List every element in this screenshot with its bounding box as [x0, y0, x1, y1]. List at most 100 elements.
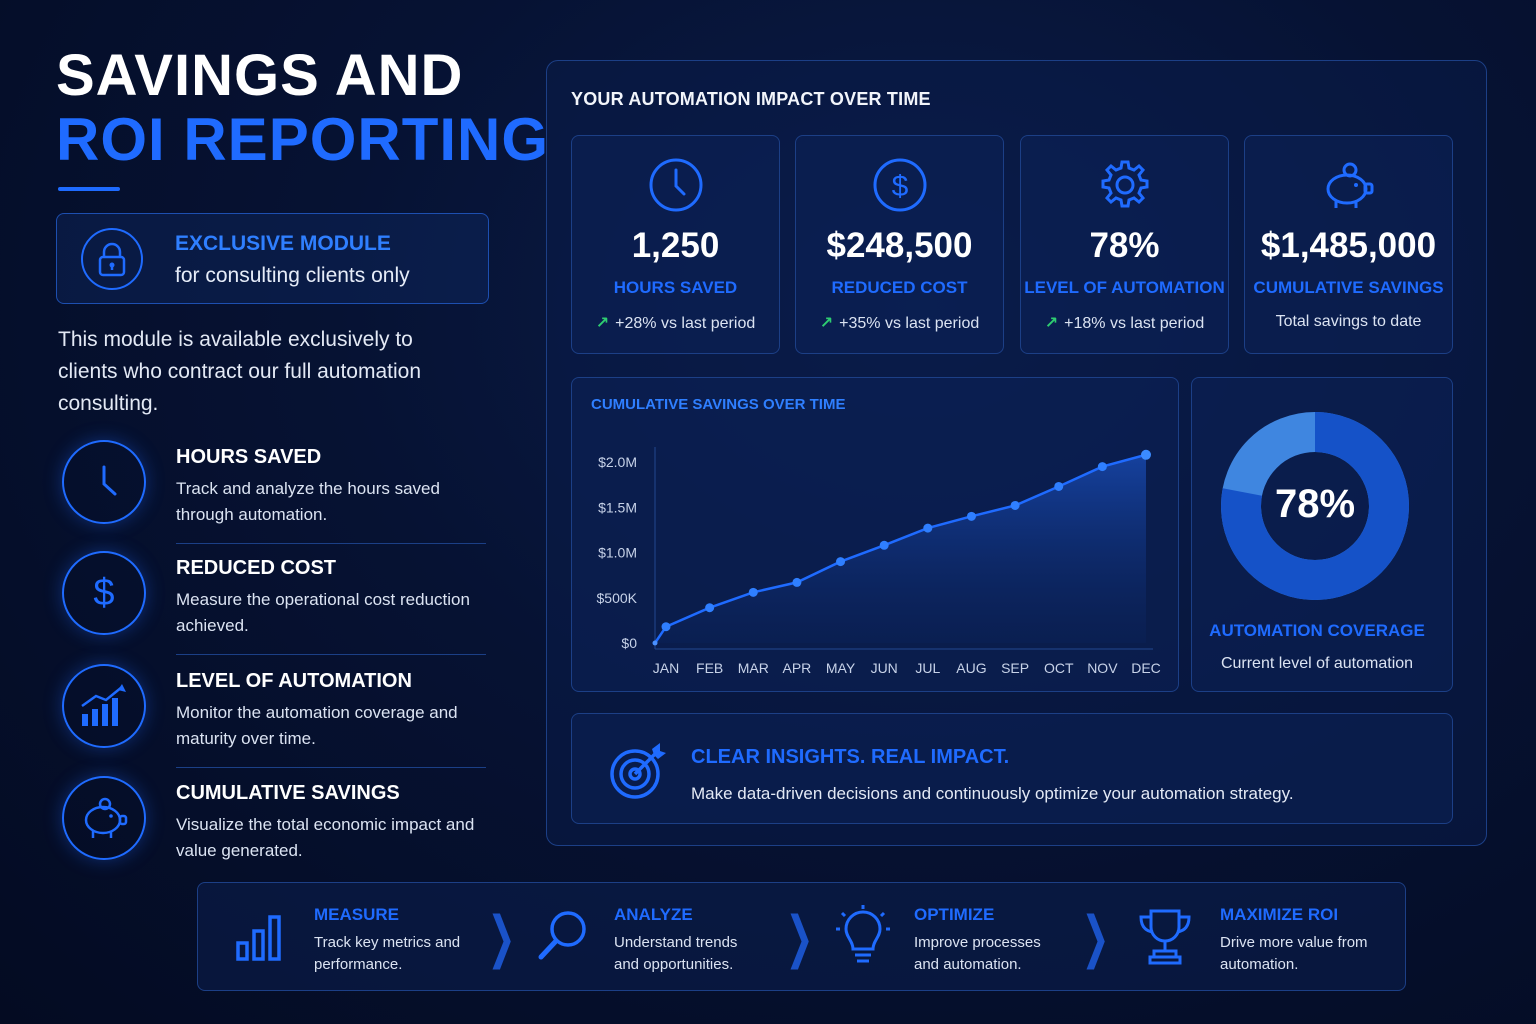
- data-point: [1097, 462, 1107, 472]
- feature-divider: [176, 543, 486, 544]
- exclusive-module-card: EXCLUSIVE MODULE for consulting clients …: [56, 213, 489, 304]
- kpi-change-text: +35% vs last period: [839, 315, 980, 332]
- svg-text:$: $: [891, 170, 908, 203]
- step-name: MEASURE: [314, 905, 400, 924]
- feature-desc: Measure the operational cost reduction a…: [176, 590, 470, 635]
- data-point: [836, 557, 846, 567]
- step-desc: Improve processes and automation.: [914, 934, 1041, 973]
- kpi-change-text: +18% vs last period: [1064, 315, 1205, 332]
- x-tick-label: MAR: [738, 660, 769, 676]
- data-point: [748, 587, 758, 597]
- step-desc: Track key metrics and performance.: [314, 934, 461, 973]
- growth-chart-icon: [62, 664, 146, 748]
- feature-name: LEVEL OF AUTOMATION: [176, 670, 412, 692]
- insight-banner: CLEAR INSIGHTS. REAL IMPACT. Make data-d…: [571, 713, 1453, 824]
- savings-area-chart: $0 $500K $1.0M $1.5M $2.0M JAN FEB MAR APR MAY JUN…: [597, 447, 1161, 676]
- magnifier-icon: [538, 911, 586, 960]
- step-desc: Drive more value from automation.: [1220, 934, 1368, 973]
- x-tick-label: JUL: [915, 660, 940, 676]
- kpi-card-cumulative-savings: $1,485,000 CUMULATIVE SAVINGS Total savi…: [1244, 135, 1453, 354]
- data-point: [792, 577, 802, 587]
- gear-icon: [1101, 160, 1148, 208]
- kpi-card-level-of-automation: 78% LEVEL OF AUTOMATION ↗ +18% vs last pe…: [1020, 135, 1229, 354]
- process-strip: MEASURE Track key metrics and performanc…: [197, 882, 1406, 991]
- step-measure: MEASURE Track key metrics and performanc…: [198, 883, 478, 992]
- panel-title: YOUR AUTOMATION IMPACT OVER TIME: [571, 89, 931, 109]
- data-point: [705, 603, 715, 613]
- feature-name: REDUCED COST: [176, 557, 337, 579]
- kpi-change: ↗ +35% vs last period: [796, 313, 1003, 333]
- x-tick-label: JAN: [653, 660, 679, 676]
- donut-sublabel: Current level of automation: [1220, 655, 1414, 672]
- intro-text: This module is available exclusively to …: [58, 328, 422, 415]
- kpi-label: REDUCED COST: [831, 278, 968, 297]
- data-point: [966, 511, 976, 521]
- up-arrow-icon: ↗: [1044, 315, 1059, 332]
- kpi-value: $248,500: [826, 226, 973, 265]
- kpi-label: CUMULATIVE SAVINGS: [1253, 278, 1444, 297]
- data-point: [879, 540, 889, 550]
- donut-label: AUTOMATION COVERAGE: [1209, 621, 1425, 640]
- kpi-change-text: +28% vs last period: [615, 315, 756, 332]
- svg-text:$: $: [93, 572, 114, 614]
- feature-desc: Monitor the automation coverage and matu…: [176, 703, 458, 748]
- savings-area: [655, 454, 1146, 643]
- exclusive-subtitle: for consulting clients only: [175, 264, 410, 287]
- step-maximize-roi: MAXIMIZE ROI Drive more value from autom…: [1104, 883, 1394, 992]
- x-tick-label: APR: [783, 660, 812, 676]
- target-icon: [610, 743, 666, 799]
- chevron-right-icon: ❯: [785, 905, 814, 968]
- x-tick-label: JUN: [871, 660, 898, 676]
- data-point: [923, 523, 933, 533]
- kpi-label: HOURS SAVED: [613, 278, 738, 297]
- bar-chart-icon: [236, 915, 281, 961]
- x-tick-label: NOV: [1087, 660, 1118, 676]
- kpi-value: 78%: [1089, 226, 1160, 265]
- feature-divider: [176, 654, 486, 655]
- dollar-icon: $: [873, 158, 926, 212]
- piggy-bank-icon: [62, 776, 146, 860]
- step-optimize: OPTIMIZE Improve processes and automatio…: [798, 883, 1078, 992]
- kpi-label: LEVEL OF AUTOMATION: [1024, 278, 1225, 297]
- y-tick-label: $1.5M: [598, 499, 637, 515]
- up-arrow-icon: ↗: [819, 315, 834, 332]
- step-name: ANALYZE: [614, 905, 693, 924]
- y-tick-label: $0: [621, 635, 637, 651]
- feature-name: CUMULATIVE SAVINGS: [176, 782, 400, 804]
- page-title: SAVINGS AND ROI REPORTING: [56, 44, 549, 172]
- page-title-line2: ROI REPORTING: [56, 106, 550, 173]
- automation-donut-chart: [1221, 412, 1409, 600]
- x-tick-label: MAY: [826, 660, 856, 676]
- donut-fill: [1221, 412, 1409, 600]
- x-tick-label: SEP: [1001, 660, 1029, 676]
- chevron-right-icon: ❯: [1081, 905, 1110, 968]
- x-tick-label: FEB: [696, 660, 723, 676]
- chart-title: CUMULATIVE SAVINGS OVER TIME: [591, 396, 846, 413]
- kpi-value: $1,485,000: [1260, 226, 1437, 265]
- y-tick-label: $2.0M: [598, 454, 637, 470]
- piggy-bank-icon: [1326, 162, 1373, 208]
- exclusive-title: EXCLUSIVE MODULE: [175, 232, 391, 255]
- kpi-card-reduced-cost: $ $248,500 REDUCED COST ↗ +35% vs last pe…: [795, 135, 1004, 354]
- title-underline: [58, 187, 120, 191]
- feature-desc: Track and analyze the hours saved throug…: [176, 479, 440, 524]
- kpi-change: ↗ +28% vs last period: [572, 313, 779, 333]
- data-point: [652, 640, 658, 646]
- step-analyze: ANALYZE Understand trends and opportunit…: [498, 883, 778, 992]
- kpi-card-hours-saved: 1,250 HOURS SAVED ↗ +28% vs last period: [571, 135, 780, 354]
- kpi-change: Total savings to date: [1275, 313, 1422, 330]
- lock-icon: [81, 228, 143, 290]
- chevron-right-icon: ❯: [487, 905, 516, 968]
- feature-desc: Visualize the total economic impact and …: [176, 815, 475, 860]
- clock-icon: [649, 158, 702, 212]
- lightbulb-icon: [836, 905, 890, 963]
- x-tick-label: AUG: [956, 660, 986, 676]
- trophy-icon: [1139, 909, 1191, 965]
- feature-name: HOURS SAVED: [176, 446, 322, 468]
- donut-value: 78%: [1274, 482, 1356, 526]
- up-arrow-icon: ↗: [595, 315, 610, 332]
- x-tick-label: OCT: [1044, 660, 1074, 676]
- step-desc: Understand trends and opportunities.: [614, 934, 738, 973]
- feature-divider: [176, 767, 486, 768]
- x-tick-label: DEC: [1131, 660, 1161, 676]
